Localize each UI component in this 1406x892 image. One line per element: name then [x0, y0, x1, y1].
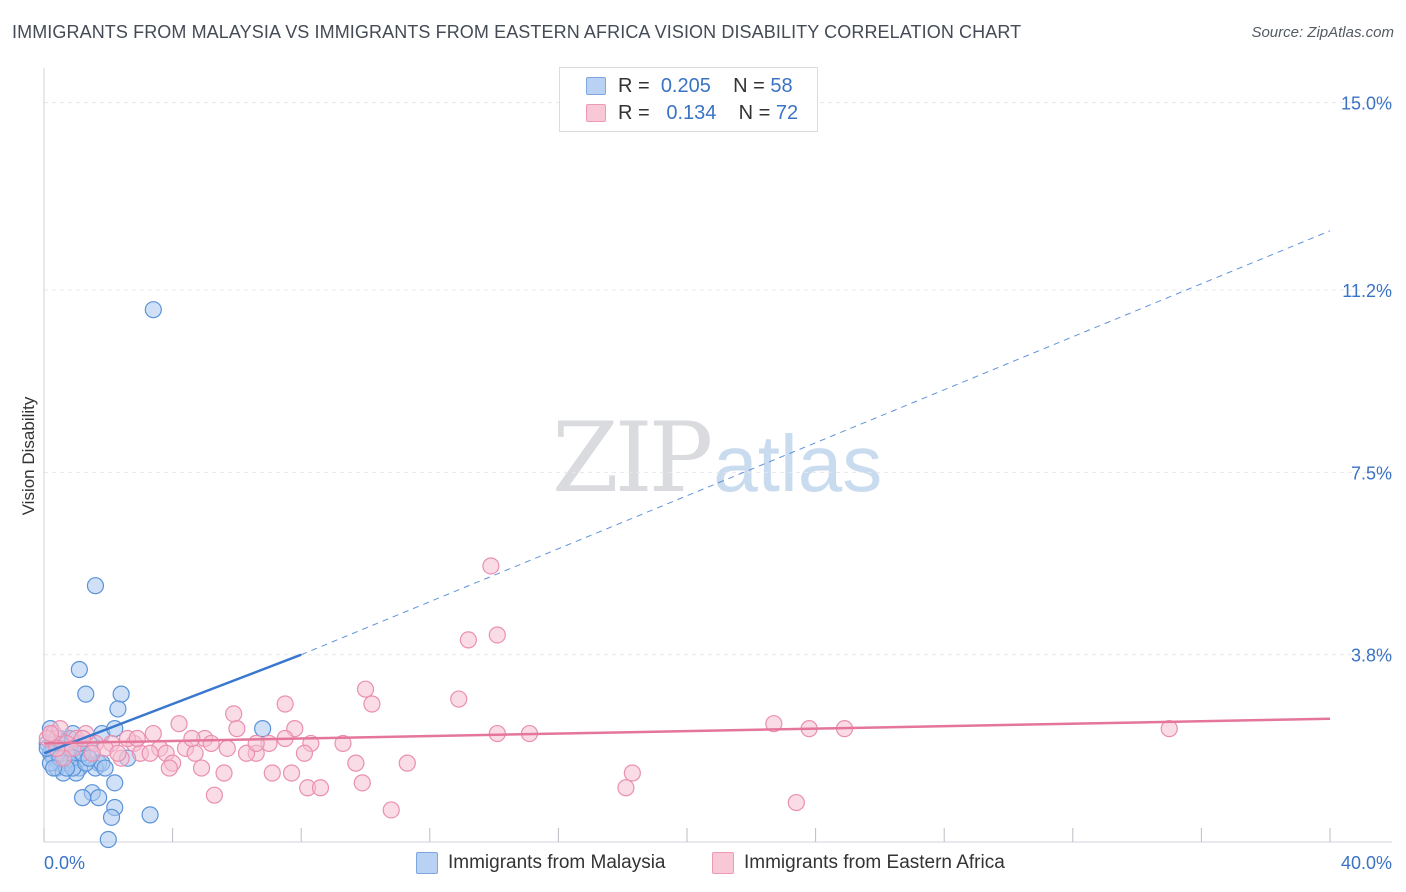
point-eastern-africa [218, 739, 236, 757]
bottom-legend-swatch-eastern-africa [712, 852, 734, 874]
legend-row-malaysia: R = 0.205 N = 58 [586, 74, 793, 98]
point-malaysia [90, 789, 108, 807]
point-eastern-africa [41, 724, 60, 743]
point-eastern-africa [160, 759, 178, 777]
point-eastern-africa [765, 715, 783, 733]
legend-r-label: R = [618, 101, 650, 124]
point-malaysia [99, 830, 117, 849]
point-eastern-africa [247, 734, 265, 753]
point-eastern-africa [482, 557, 500, 575]
point-malaysia [86, 577, 105, 595]
point-malaysia [144, 301, 162, 319]
point-malaysia [77, 685, 95, 703]
x-tick-label: 0.0% [44, 853, 85, 873]
point-malaysia [73, 789, 92, 807]
point-malaysia [112, 685, 130, 703]
legend-n-label: N = [738, 101, 771, 124]
point-eastern-africa [225, 705, 243, 723]
bottom-legend-swatch-malaysia [416, 852, 438, 874]
legend-r-value-eastern-africa: 0.134 [666, 101, 717, 124]
point-eastern-africa [334, 734, 352, 753]
point-eastern-africa [170, 715, 188, 733]
legend-r-label: R = [618, 74, 650, 97]
point-eastern-africa [363, 695, 381, 713]
source-credit: Source: ZipAtlas.com [1251, 24, 1394, 41]
bottom-legend-label-malaysia: Immigrants from Malaysia [448, 852, 666, 873]
point-eastern-africa [276, 695, 294, 713]
point-malaysia [254, 720, 272, 738]
point-eastern-africa [459, 631, 477, 649]
x-tick-label: 40.0% [1341, 853, 1392, 873]
legend-n-value-eastern-africa: 72 [775, 101, 799, 124]
point-eastern-africa [144, 724, 162, 743]
point-eastern-africa [109, 744, 127, 762]
trend-extension-malaysia [301, 230, 1331, 656]
point-eastern-africa [192, 759, 211, 777]
point-eastern-africa [382, 801, 400, 819]
legend-n-label: N = [733, 74, 765, 97]
point-eastern-africa [202, 734, 220, 753]
point-eastern-africa [83, 744, 101, 762]
point-malaysia [102, 808, 121, 826]
point-eastern-africa [215, 764, 233, 782]
y-tick-label: 11.2% [1342, 281, 1392, 301]
point-eastern-africa [263, 764, 281, 782]
point-eastern-africa [398, 754, 416, 772]
trend-line-eastern-africa [43, 717, 1331, 745]
trend-line-malaysia [43, 653, 302, 755]
point-malaysia [106, 774, 124, 792]
bottom-legend-malaysia[interactable]: Immigrants from Malaysia [416, 852, 666, 874]
point-malaysia [96, 759, 114, 777]
point-malaysia [109, 700, 127, 718]
bottom-legend-eastern-africa[interactable]: Immigrants from Eastern Africa [712, 852, 1005, 874]
legend-n-value-malaysia: 58 [770, 74, 793, 97]
legend-r-value-malaysia: 0.205 [660, 74, 711, 97]
point-eastern-africa [623, 764, 641, 782]
point-eastern-africa [450, 690, 468, 708]
point-eastern-africa [347, 754, 365, 772]
point-malaysia [70, 660, 88, 679]
y-tick-label: 3.8% [1351, 646, 1392, 666]
y-axis-label: Vision Disability [19, 396, 38, 515]
point-eastern-africa [128, 729, 146, 748]
legend-row-eastern-africa: R = 0.134 N = 72 [586, 101, 798, 125]
point-eastern-africa [311, 779, 330, 797]
y-tick-label: 7.5% [1351, 463, 1392, 483]
point-eastern-africa [617, 779, 635, 797]
point-eastern-africa [141, 744, 159, 762]
point-eastern-africa [787, 793, 805, 812]
y-tick-label: 15.0% [1341, 94, 1392, 114]
legend-swatch-malaysia [586, 77, 606, 95]
legend-swatch-eastern-africa [586, 104, 606, 122]
point-eastern-africa [282, 764, 301, 782]
point-eastern-africa [183, 729, 201, 748]
point-eastern-africa [205, 786, 223, 804]
stats-legend: R = 0.205 N = 58 R = 0.134 N = 72 [559, 67, 818, 132]
point-eastern-africa [228, 720, 246, 738]
point-eastern-africa [295, 744, 314, 762]
chart-title: IMMIGRANTS FROM MALAYSIA VS IMMIGRANTS F… [12, 22, 1022, 42]
point-eastern-africa [488, 626, 506, 644]
point-eastern-africa [356, 680, 375, 698]
point-malaysia [141, 806, 159, 824]
bottom-legend-label-eastern-africa: Immigrants from Eastern Africa [744, 852, 1005, 873]
point-eastern-africa [353, 774, 371, 792]
point-eastern-africa [186, 744, 204, 762]
